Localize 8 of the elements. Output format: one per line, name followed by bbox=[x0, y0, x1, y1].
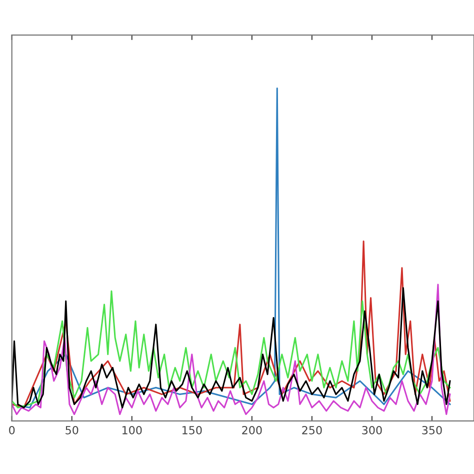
x-tick-label: 350 bbox=[422, 426, 442, 434]
x-tick-label: 0 bbox=[9, 426, 15, 434]
x-tick-label: 100 bbox=[122, 426, 142, 434]
x-tick-label: 200 bbox=[242, 426, 262, 434]
x-tick-label: 250 bbox=[302, 426, 322, 434]
x-tick-label: 50 bbox=[66, 426, 78, 434]
x-tick-label: 300 bbox=[362, 426, 382, 434]
x-tick-label: 150 bbox=[182, 426, 202, 434]
